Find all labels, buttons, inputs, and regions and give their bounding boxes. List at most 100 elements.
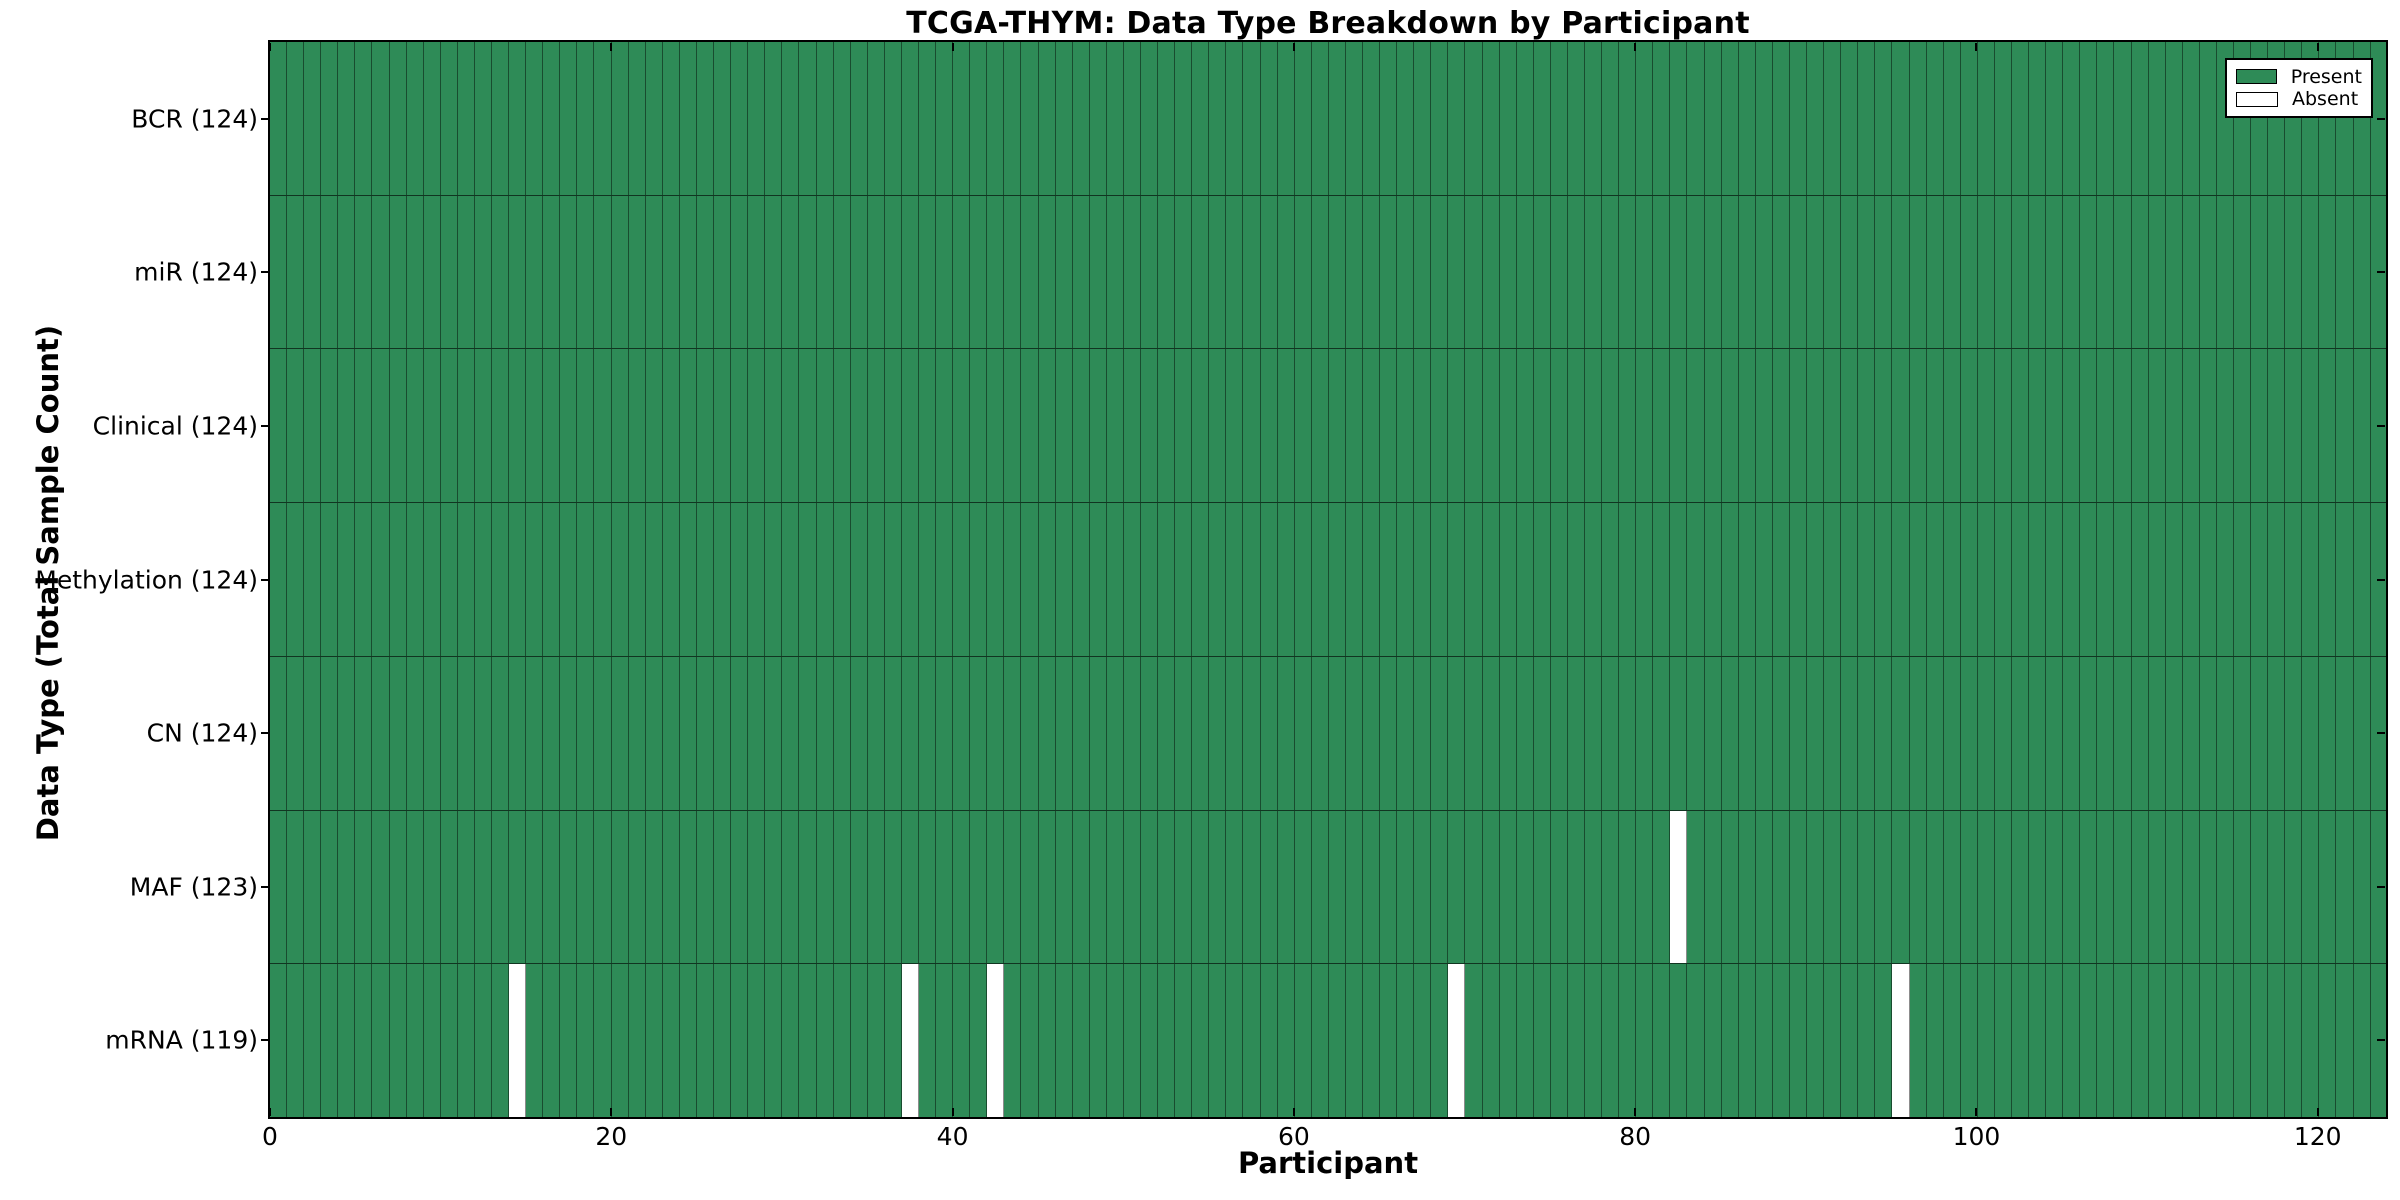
present-cell-miR-64 (1363, 195, 1381, 349)
matrix-row-Clinical (270, 348, 2386, 503)
present-cell-Clinical-30 (782, 349, 800, 503)
present-cell-miR-102 (2012, 195, 2030, 349)
present-cell-mRNA-18 (577, 964, 595, 1118)
present-cell-MAF-69 (1448, 810, 1466, 964)
present-cell-BCR-17 (560, 42, 578, 195)
present-cell-MAF-111 (2166, 810, 2183, 964)
y-tick-mark-left (261, 424, 269, 427)
present-cell-mRNA-53 (1175, 964, 1193, 1118)
present-cell-Methylation-20 (612, 503, 629, 656)
y-tick-label-CN: CN (124) (146, 718, 258, 748)
present-cell-BCR-81 (1653, 42, 1671, 195)
present-cell-Methylation-122 (2354, 503, 2371, 656)
present-cell-BCR-14 (509, 42, 527, 195)
present-cell-BCR-118 (2285, 42, 2303, 195)
present-cell-CN-73 (1517, 656, 1534, 810)
present-cell-Clinical-5 (355, 349, 373, 503)
x-tick-label-120: 120 (2293, 1122, 2342, 1151)
present-cell-miR-115 (2234, 195, 2252, 349)
present-cell-mRNA-23 (663, 964, 680, 1118)
present-cell-BCR-56 (1226, 42, 1244, 195)
present-cell-miR-88 (1773, 195, 1790, 349)
present-cell-BCR-2 (304, 42, 322, 195)
present-cell-miR-19 (594, 195, 612, 349)
present-cell-mRNA-72 (1500, 964, 1517, 1118)
present-cell-Methylation-49 (1107, 503, 1124, 656)
present-cell-CN-39 (936, 656, 954, 810)
present-cell-MAF-24 (680, 810, 697, 964)
present-cell-mRNA-30 (782, 964, 800, 1118)
y-tick-mark-right (2377, 424, 2385, 427)
present-cell-Methylation-39 (936, 503, 954, 656)
present-cell-MAF-36 (885, 810, 902, 964)
present-cell-mRNA-91 (1824, 964, 1842, 1118)
present-cell-MAF-16 (543, 810, 561, 964)
present-cell-BCR-50 (1124, 42, 1141, 195)
present-cell-MAF-93 (1858, 810, 1876, 964)
present-cell-CN-67 (1414, 656, 1432, 810)
present-cell-Methylation-53 (1175, 503, 1193, 656)
present-cell-CN-14 (509, 656, 527, 810)
present-cell-miR-92 (1841, 195, 1859, 349)
present-cell-Methylation-0 (270, 503, 288, 656)
present-cell-miR-97 (1927, 195, 1944, 349)
present-cell-Methylation-18 (577, 503, 595, 656)
present-cell-Clinical-41 (970, 349, 988, 503)
present-cell-mRNA-79 (1619, 964, 1637, 1118)
present-cell-CN-79 (1619, 656, 1637, 810)
present-cell-miR-36 (885, 195, 902, 349)
present-cell-BCR-36 (885, 42, 902, 195)
present-cell-miR-75 (1551, 195, 1568, 349)
present-cell-BCR-61 (1312, 42, 1329, 195)
present-cell-BCR-15 (526, 42, 544, 195)
present-cell-Clinical-9 (424, 349, 441, 503)
present-cell-miR-34 (851, 195, 868, 349)
present-cell-mRNA-80 (1636, 964, 1654, 1118)
present-cell-MAF-14 (509, 810, 527, 964)
present-cell-Methylation-71 (1483, 503, 1500, 656)
present-cell-MAF-6 (372, 810, 390, 964)
present-cell-Clinical-84 (1705, 349, 1722, 503)
present-cell-Clinical-78 (1602, 349, 1620, 503)
present-cell-Clinical-68 (1431, 349, 1449, 503)
present-cell-Methylation-32 (817, 503, 834, 656)
present-cell-MAF-62 (1329, 810, 1346, 964)
present-cell-miR-42 (987, 195, 1005, 349)
present-cell-BCR-102 (2012, 42, 2030, 195)
present-cell-MAF-108 (2114, 810, 2132, 964)
present-cell-mRNA-107 (2097, 964, 2115, 1118)
present-cell-mRNA-122 (2354, 964, 2371, 1118)
present-cell-MAF-71 (1483, 810, 1500, 964)
present-cell-Methylation-102 (2012, 503, 2030, 656)
matrix-row-CN (270, 655, 2386, 810)
present-cell-miR-100 (1978, 195, 1995, 349)
present-cell-miR-20 (612, 195, 629, 349)
present-cell-MAF-70 (1465, 810, 1483, 964)
present-cell-Clinical-107 (2097, 349, 2115, 503)
matrix-row-BCR (270, 42, 2386, 195)
present-cell-MAF-28 (748, 810, 766, 964)
present-cell-Methylation-115 (2234, 503, 2252, 656)
present-cell-Clinical-20 (612, 349, 629, 503)
present-cell-miR-55 (1209, 195, 1227, 349)
present-cell-CN-6 (372, 656, 390, 810)
present-cell-BCR-93 (1858, 42, 1876, 195)
present-cell-Clinical-94 (1875, 349, 1893, 503)
present-cell-Clinical-17 (560, 349, 578, 503)
present-cell-Methylation-113 (2200, 503, 2217, 656)
present-cell-BCR-3 (321, 42, 339, 195)
present-cell-Methylation-72 (1500, 503, 1517, 656)
x-tick-mark-top (269, 43, 271, 51)
present-cell-BCR-96 (1910, 42, 1927, 195)
present-cell-CN-28 (748, 656, 766, 810)
present-cell-Methylation-48 (1090, 503, 1107, 656)
present-cell-CN-53 (1175, 656, 1193, 810)
present-cell-Methylation-46 (1056, 503, 1073, 656)
present-cell-MAF-90 (1807, 810, 1825, 964)
present-cell-MAF-79 (1619, 810, 1637, 964)
present-cell-BCR-52 (1158, 42, 1176, 195)
present-cell-MAF-122 (2354, 810, 2371, 964)
present-cell-Methylation-97 (1927, 503, 1944, 656)
present-cell-mRNA-61 (1312, 964, 1329, 1118)
present-cell-miR-35 (868, 195, 885, 349)
